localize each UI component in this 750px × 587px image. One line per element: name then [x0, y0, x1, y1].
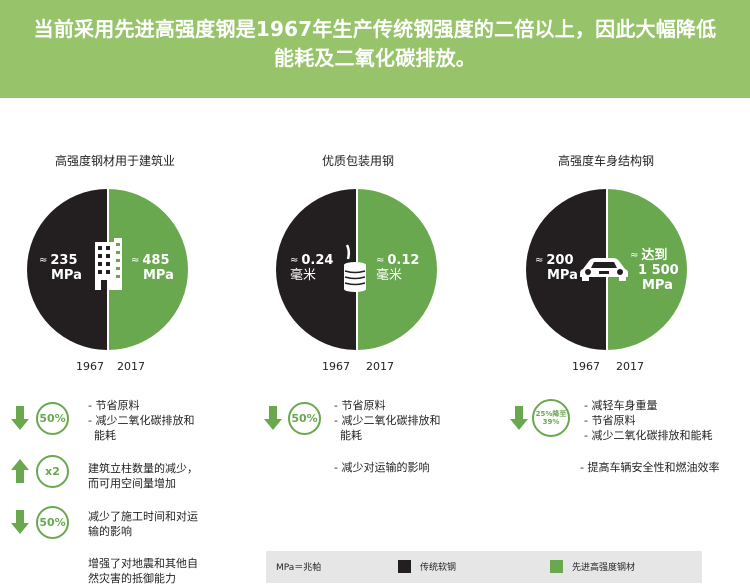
pie-half-traditional — [27, 189, 108, 350]
arrow-down-icon — [11, 406, 29, 430]
stat-extra-text: - 提高车辆安全性和燃油效率 — [580, 461, 720, 474]
column-title-automotive: 高强度车身结构钢 — [557, 154, 654, 168]
headline-banner: 当前采用先进高强度钢是1967年生产传统钢强度的二倍以上，因此大幅降低 能耗及二… — [0, 0, 750, 98]
stat-text: - 节省原料 - 减少二氧化碳排放和 能耗 — [334, 399, 441, 442]
stat-badge: 50% — [36, 506, 69, 539]
year-2017: 2017 — [616, 360, 644, 373]
legend-swatch-traditional — [398, 560, 411, 573]
stat-text: - 节省原料 - 减少二氧化碳排放和 能耗 — [88, 399, 195, 442]
stat-badge: 25%降至 39% — [532, 399, 570, 437]
stat-badge: x2 — [36, 455, 69, 488]
column-title-packaging: 优质包装用钢 — [321, 154, 394, 168]
legend-swatch-advanced — [550, 560, 563, 573]
stat-extra-text: - 减少对运输的影响 — [334, 461, 430, 474]
legend-unit-note: MPa＝兆帕 — [276, 563, 322, 573]
pie-value-left: ≈235 MPa — [39, 253, 82, 283]
can-icon — [344, 244, 366, 292]
year-2017: 2017 — [366, 360, 394, 373]
pie-automotive: ≈200 MPa ≈ 达到 1 500 MPa — [526, 189, 687, 350]
year-1967: 1967 — [322, 360, 350, 373]
pie-value-right: ≈485 MPa — [131, 253, 174, 283]
pie-value-right: ≈ 达到 1 500 MPa — [630, 248, 679, 293]
pie-value-left: ≈200 MPa — [535, 253, 578, 283]
year-1967: 1967 — [76, 360, 104, 373]
year-1967: 1967 — [572, 360, 600, 373]
pie-packaging: ≈0.24 毫米 ≈0.12 毫米 — [276, 189, 437, 350]
car-icon — [580, 258, 628, 281]
pie-half-traditional — [276, 189, 357, 350]
stat-text: 建筑立柱数量的减少， 而可用空间量增加 — [88, 462, 198, 490]
headline-line-2: 能耗及二氧化碳排放。 — [274, 46, 476, 70]
stat-badge: 50% — [36, 402, 69, 435]
building-icon — [95, 238, 122, 290]
pie-construction: ≈235 MPa ≈485 MPa — [27, 189, 188, 350]
arrow-down-icon — [11, 510, 29, 534]
arrow-down-icon — [264, 406, 282, 430]
stat-extra-text: 增强了对地震和其他自 然灾害的抵御能力 — [88, 557, 198, 585]
arrow-down-icon — [510, 406, 528, 430]
pie-half-advanced — [356, 189, 437, 350]
pie-value-left: ≈0.24 毫米 — [290, 253, 334, 283]
stat-text: 减少了施工时间和对运 输的影响 — [88, 510, 198, 538]
column-title-construction: 高强度钢材用于建筑业 — [54, 154, 175, 168]
stat-text: - 减轻车身重量 - 节省原料 - 减少二氧化碳排放和能耗 — [584, 399, 713, 442]
stat-badge: 50% — [288, 402, 321, 435]
headline: 当前采用先进高强度钢是1967年生产传统钢强度的二倍以上，因此大幅降低 能耗及二… — [10, 15, 740, 73]
legend-label-traditional: 传统软钢 — [420, 563, 457, 573]
headline-line-1: 当前采用先进高强度钢是1967年生产传统钢强度的二倍以上，因此大幅降低 — [33, 17, 717, 41]
year-2017: 2017 — [117, 360, 145, 373]
legend: MPa＝兆帕 传统软钢 先进高强度钢材 — [266, 551, 702, 583]
arrow-up-icon — [11, 459, 29, 483]
pie-value-right: ≈0.12 毫米 — [376, 253, 420, 283]
legend-label-advanced: 先进高强度钢材 — [572, 563, 636, 573]
